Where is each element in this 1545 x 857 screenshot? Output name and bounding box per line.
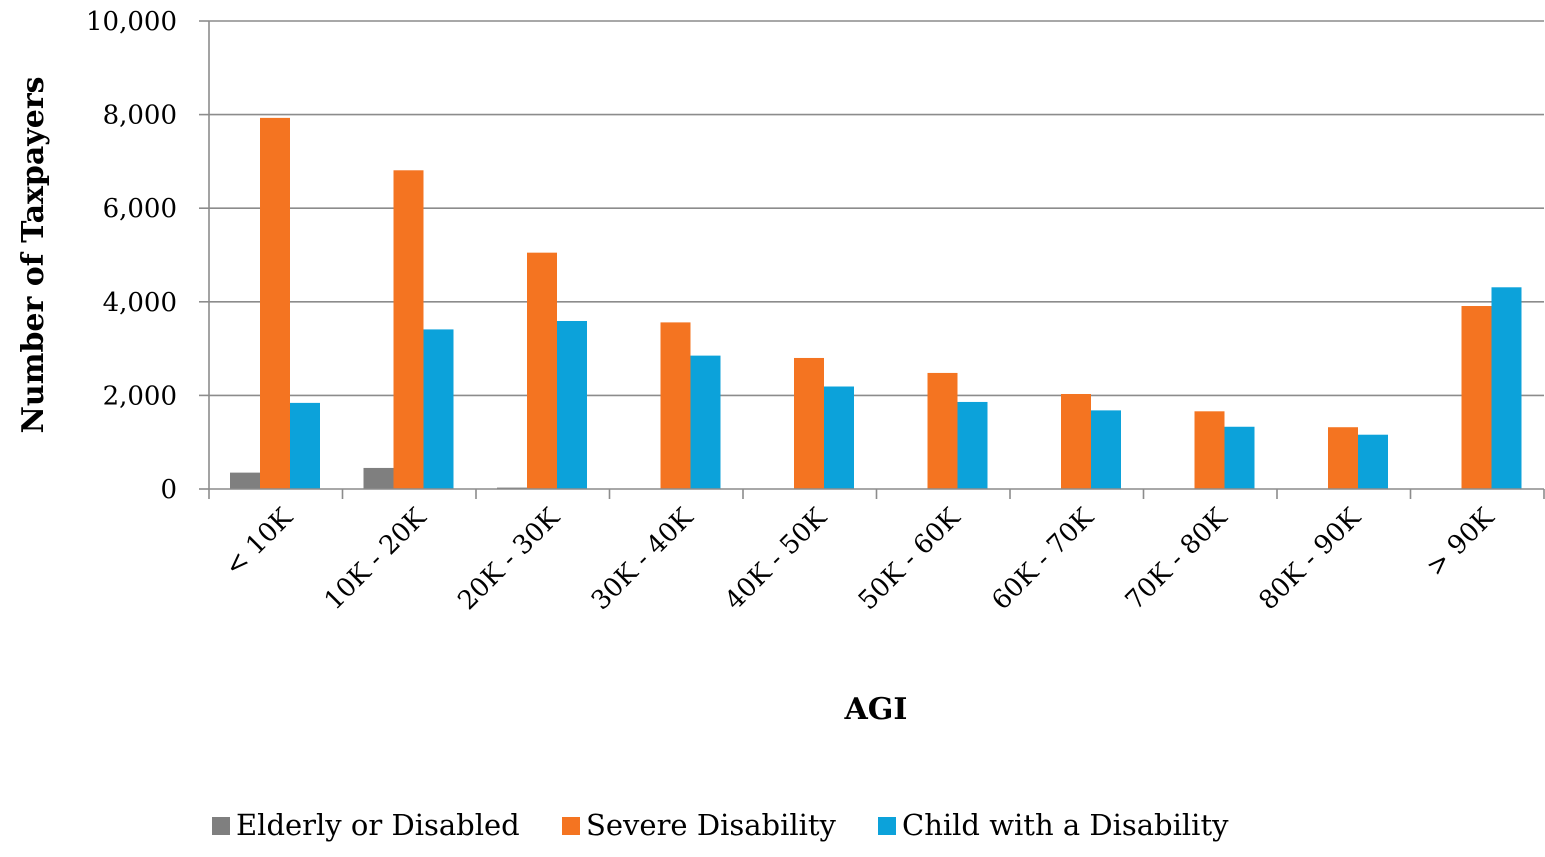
bar [1091, 410, 1121, 489]
y-axis-title: Number of Taxpayers [16, 76, 51, 433]
bar [363, 467, 394, 489]
legend: Elderly or Disabled Severe Disability Chil… [212, 808, 1229, 842]
x-tick-labels: < 10K 10K - 20K 20K - 30K 30K - 40K 40K - 50… [219, 502, 1500, 616]
legend-label: Elderly or Disabled [236, 808, 520, 842]
x-tick-label: 30K - 40K [586, 502, 700, 616]
bar [260, 117, 290, 489]
bar [1224, 426, 1255, 489]
legend-label: Severe Disability [586, 808, 837, 842]
x-tick-label: 60K - 70K [986, 502, 1100, 616]
bar [557, 320, 587, 489]
bar [1491, 287, 1522, 489]
bars [230, 117, 1522, 490]
y-tick-label: 6,000 [103, 194, 177, 224]
bar [824, 386, 854, 489]
bar [794, 357, 824, 489]
x-tick-label: 10K - 20K [319, 502, 433, 616]
bar [1461, 306, 1492, 489]
x-axis-title: AGI [844, 692, 908, 727]
bar [957, 401, 988, 489]
legend-swatch [878, 817, 896, 835]
bar [1328, 427, 1358, 489]
y-tick-label: 2,000 [103, 381, 177, 411]
bar [1358, 434, 1388, 489]
bar [527, 252, 557, 489]
bar [230, 472, 260, 489]
x-tick-label: 70K - 80K [1120, 502, 1234, 616]
legend-swatch [562, 817, 580, 835]
legend-swatch [212, 817, 230, 835]
y-tick-labels: 0 2,000 4,000 6,000 8,000 10,000 [86, 7, 177, 505]
bar [1061, 393, 1091, 489]
bar [290, 402, 320, 489]
y-tick-label: 8,000 [103, 101, 177, 131]
y-tick-label: 4,000 [103, 288, 177, 318]
x-tick-label: 80K - 90K [1253, 502, 1367, 616]
x-tick-label: 20K - 30K [452, 502, 566, 616]
y-tick-label: 10,000 [86, 7, 177, 37]
x-tick-label: > 90K [1421, 502, 1501, 582]
bar [423, 329, 454, 489]
y-tick-label: 0 [160, 475, 177, 505]
x-tick-label: 50K - 60K [853, 502, 967, 616]
axes [208, 21, 1545, 499]
x-tick-label: < 10K [219, 502, 299, 582]
legend-label: Child with a Disability [902, 808, 1229, 842]
x-tick-label: 40K - 50K [719, 502, 833, 616]
bar [1194, 411, 1225, 489]
bar [660, 322, 691, 489]
bar [393, 170, 424, 490]
bar [690, 355, 721, 489]
bar [927, 372, 958, 489]
